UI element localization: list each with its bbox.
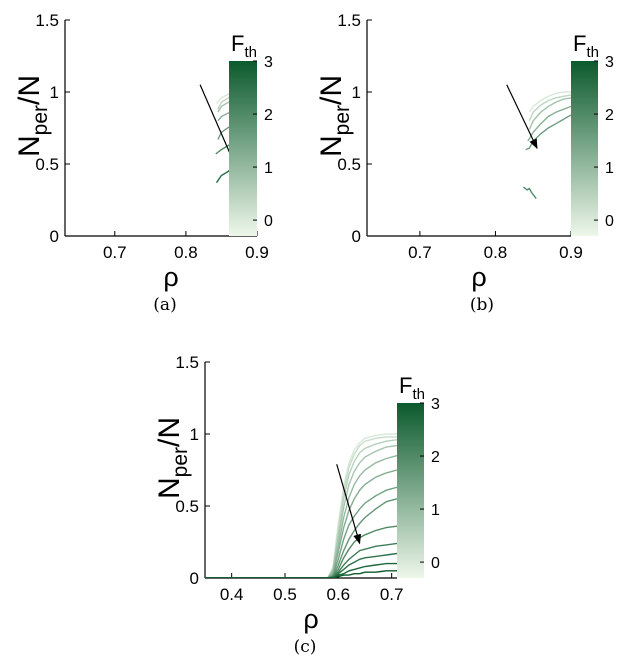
colorbar-title-sub: th <box>586 44 599 61</box>
x-tick-label: 0.8 <box>174 243 198 262</box>
y-axis-label-main: N <box>153 477 186 499</box>
colorbar <box>397 403 424 578</box>
y-tick-label: 0.5 <box>35 155 59 174</box>
y-tick-label: 1.5 <box>175 353 199 372</box>
series-line-6 <box>205 486 397 578</box>
colorbar-tick-label: 3 <box>264 54 273 71</box>
y-tick-label: 1.5 <box>35 11 59 30</box>
y-axis-label: Nper/N <box>315 75 354 157</box>
y-axis-label-sub: per <box>331 105 354 135</box>
colorbar-tick-label: 0 <box>264 213 273 230</box>
colorbar-tick-label: 0 <box>431 555 440 572</box>
series-line-2 <box>528 97 571 130</box>
x-tick-label: 0.7 <box>380 585 404 604</box>
panel-b: 0 0.5 1 1.5 0.7 0.8 0.9 ρ Nper/N 0 1 2 3 Fth (b) <box>315 11 614 315</box>
series-line-8 <box>205 525 397 578</box>
x-tick-label: 0.6 <box>327 585 351 604</box>
series-line-5 <box>522 186 537 200</box>
series-line-9 <box>205 542 397 578</box>
series-line-11 <box>205 562 397 578</box>
y-tick-label: 1 <box>190 425 199 444</box>
y-tick-label: 0.5 <box>337 155 361 174</box>
x-tick-label: 0.5 <box>273 585 297 604</box>
y-tick-label: 0 <box>50 227 59 246</box>
y-axis-label-main: N <box>13 135 46 157</box>
series-line-3 <box>205 444 397 578</box>
trend-arrow <box>506 84 538 150</box>
y-axis-label-tail: /N <box>153 417 186 447</box>
series-line-5 <box>205 469 397 578</box>
x-tick-label: 0.4 <box>220 585 244 604</box>
panel-caption: (a) <box>153 295 176 315</box>
x-tick-label: 0.9 <box>559 243 583 262</box>
y-axis-label: Nper/N <box>13 75 52 157</box>
colorbar-tick-label: 1 <box>264 160 273 177</box>
series-line-0 <box>528 91 571 113</box>
colorbar <box>571 61 598 236</box>
y-tick-label: 1 <box>352 83 361 102</box>
y-axis-label-tail: /N <box>13 75 46 105</box>
trend-arrow <box>336 464 362 545</box>
panel-c: 0 0.5 1 1.5 0.4 0.5 0.6 0.7 ρ Nper/N 0 1 2 3 Fth (c) <box>153 353 440 657</box>
series-line-10 <box>205 552 397 578</box>
series-line-1 <box>528 94 571 122</box>
y-axis-label-tail: /N <box>315 75 348 105</box>
y-tick-label: 1 <box>50 83 59 102</box>
y-axis-label-main: N <box>315 135 348 157</box>
colorbar <box>229 61 257 236</box>
colorbar-tick-label: 1 <box>431 502 440 519</box>
colorbar-title-main: F <box>399 373 412 398</box>
series-line-12 <box>205 570 397 578</box>
y-axis-label: Nper/N <box>153 417 192 499</box>
colorbar-title-main: F <box>573 31 586 56</box>
colorbar-title: Fth <box>399 373 425 403</box>
colorbar-tick-label: 1 <box>605 160 614 177</box>
x-tick-label: 0.7 <box>408 243 432 262</box>
colorbar-title-main: F <box>231 31 244 56</box>
x-tick-label: 0.8 <box>484 243 508 262</box>
colorbar-title: Fth <box>573 31 599 61</box>
y-axis-label-sub: per <box>169 447 192 477</box>
y-axis-label-sub: per <box>29 105 52 135</box>
x-tick-label: 0.7 <box>103 243 127 262</box>
colorbar-tick-label: 2 <box>605 107 614 124</box>
panel-caption: (c) <box>294 637 317 657</box>
x-axis-label: ρ <box>303 604 318 634</box>
x-tick-label: 0.9 <box>245 243 269 262</box>
y-tick-label: 0 <box>190 569 199 588</box>
colorbar-tick-label: 3 <box>605 54 614 71</box>
y-tick-label: 0.5 <box>175 497 199 516</box>
colorbar-tick-label: 0 <box>605 213 614 230</box>
colorbar-tick-label: 3 <box>431 396 440 413</box>
x-axis-label: ρ <box>163 262 178 292</box>
y-tick-label: 0 <box>352 227 361 246</box>
panel-caption: (b) <box>470 295 494 315</box>
panel-a: 0 0.5 1 1.5 0.7 0.8 0.9 ρ Nper/N 0 1 2 3 Fth (a) <box>13 11 273 315</box>
y-tick-label: 1.5 <box>337 11 361 30</box>
colorbar-title: Fth <box>231 31 257 61</box>
series-line-4 <box>205 454 397 578</box>
x-axis-label: ρ <box>471 262 486 292</box>
colorbar-title-sub: th <box>244 44 257 61</box>
series-line-3 <box>527 105 571 142</box>
colorbar-tick-label: 2 <box>431 449 440 466</box>
colorbar-title-sub: th <box>412 386 425 403</box>
colorbar-tick-label: 2 <box>264 107 273 124</box>
